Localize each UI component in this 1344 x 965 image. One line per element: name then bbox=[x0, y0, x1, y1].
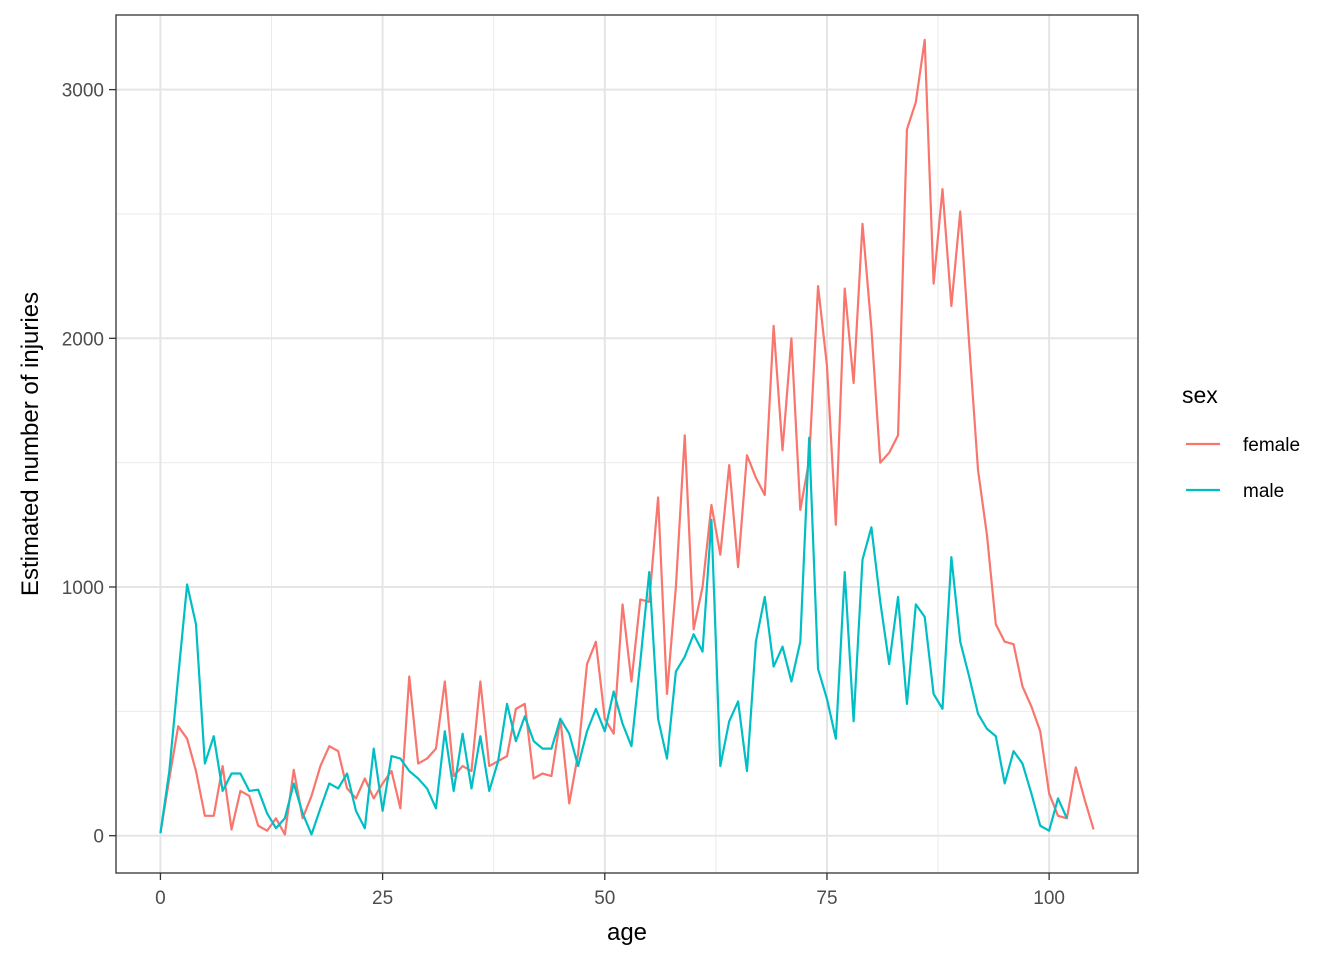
y-tick-label: 1000 bbox=[62, 578, 104, 599]
grid-lines bbox=[116, 15, 1138, 873]
x-tick-label: 75 bbox=[816, 888, 837, 909]
legend: sex female male bbox=[1182, 382, 1300, 502]
legend-label-male: male bbox=[1243, 481, 1284, 502]
series-lines bbox=[159, 38, 1095, 836]
y-tick-label: 2000 bbox=[62, 329, 104, 350]
x-tick-label: 25 bbox=[372, 888, 393, 909]
plot-panel-border bbox=[115, 14, 1139, 874]
legend-label-female: female bbox=[1243, 435, 1300, 456]
series-line-male bbox=[159, 436, 1068, 836]
x-tick-label: 0 bbox=[155, 888, 166, 909]
legend-title: sex bbox=[1182, 382, 1218, 408]
plot-panel-background bbox=[116, 15, 1138, 873]
y-tick-label: 3000 bbox=[62, 81, 104, 102]
x-tick-label: 100 bbox=[1033, 888, 1065, 909]
series-line-female bbox=[159, 38, 1095, 836]
x-tick-label: 50 bbox=[594, 888, 615, 909]
x-axis-title: age bbox=[607, 919, 647, 946]
y-axis-title: Estimated number of injuries bbox=[17, 292, 44, 596]
y-tick-label: 0 bbox=[93, 827, 104, 848]
